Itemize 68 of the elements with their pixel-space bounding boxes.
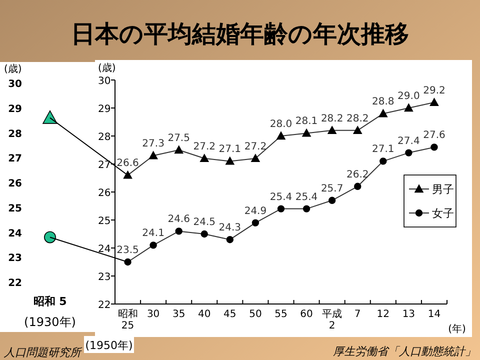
- data-label: 27.2: [244, 141, 267, 152]
- y-tick-label: 22: [8, 278, 22, 289]
- text: (1930年): [24, 315, 76, 329]
- x-tick-label: 45: [224, 309, 236, 320]
- x-tick-label: 40: [198, 309, 211, 320]
- data-label: 27.2: [193, 141, 216, 152]
- y-axis-title: (歳): [98, 62, 116, 74]
- data-label: 24.5: [193, 217, 216, 228]
- y-tick-label: 22: [98, 300, 111, 311]
- data-label: 29.0: [398, 91, 420, 102]
- y-tick-label: 24: [98, 244, 111, 255]
- data-label: 27.5: [168, 133, 190, 144]
- x-tick-label: 35: [172, 309, 186, 320]
- x-tick-label: 30: [146, 309, 160, 320]
- y-tick-label: 25: [98, 216, 111, 227]
- data-label: 23.5: [116, 245, 139, 256]
- data-label: 26.6: [116, 158, 139, 170]
- y-tick-label: 25: [8, 203, 22, 214]
- chart-title: 日本の平均結婚年齢の年次推移: [71, 20, 409, 48]
- x-tick-label: 55: [274, 309, 288, 320]
- x-tick-label: 12: [376, 309, 390, 320]
- text: 人口問題研究所: [3, 346, 83, 359]
- text: 厚生労働省「人口動態統計」: [333, 345, 476, 358]
- y-tick-label: 29: [8, 104, 22, 115]
- y-tick-label: 26: [98, 188, 111, 199]
- y-tick-label: 23: [8, 253, 22, 264]
- y-tick-label: 30: [98, 76, 111, 87]
- y-tick-label: 27: [98, 160, 111, 171]
- y-tick-label: 23: [98, 272, 111, 283]
- data-label: 28.2: [320, 113, 344, 124]
- legend-label: 女子: [432, 207, 454, 220]
- y-tick-label: 27: [8, 154, 22, 165]
- data-label: 27.4: [398, 136, 420, 147]
- data-label: 26.2: [346, 169, 369, 180]
- x-tick-label: 14: [428, 309, 441, 320]
- data-label: 28.0: [270, 119, 292, 130]
- y-axis-title: (歳): [4, 63, 22, 75]
- data-label: 25.4: [295, 192, 318, 203]
- data-label: 27.3: [142, 138, 164, 150]
- data-label: 24.6: [168, 214, 190, 226]
- x-tick-label: 60: [300, 309, 313, 320]
- data-label: 28.2: [346, 113, 369, 124]
- x-tick-label: 昭和 5: [33, 295, 67, 308]
- data-label: 27.1: [218, 144, 242, 156]
- y-tick-label: 28: [98, 132, 111, 143]
- y-tick-label: 30: [8, 79, 22, 90]
- data-label: 29.2: [423, 85, 446, 96]
- x-tick-label: 平成 2: [322, 308, 342, 332]
- x-tick-label: 13: [402, 309, 416, 320]
- data-label: 24.1: [142, 228, 164, 240]
- data-label: 27.6: [423, 130, 446, 142]
- y-tick-label: 28: [8, 128, 22, 140]
- data-label: 24.3: [218, 222, 242, 234]
- data-label: 24.9: [244, 206, 267, 217]
- text: (1950年): [85, 339, 133, 352]
- x-axis-title: (年): [448, 323, 466, 335]
- data-label: 28.8: [372, 96, 394, 108]
- y-tick-label: 26: [8, 178, 22, 190]
- y-tick-label: 29: [98, 104, 111, 115]
- data-label: 25.4: [270, 192, 292, 203]
- data-label: 28.1: [295, 116, 318, 128]
- x-tick-label: 50: [249, 309, 262, 320]
- legend-label: 男子: [432, 183, 454, 196]
- data-label: 25.7: [320, 183, 344, 194]
- x-tick-label: 7: [354, 309, 361, 320]
- y-tick-label: 24: [8, 228, 22, 240]
- x-tick-label: 昭和 25: [118, 308, 138, 332]
- data-label: 27.1: [372, 144, 394, 156]
